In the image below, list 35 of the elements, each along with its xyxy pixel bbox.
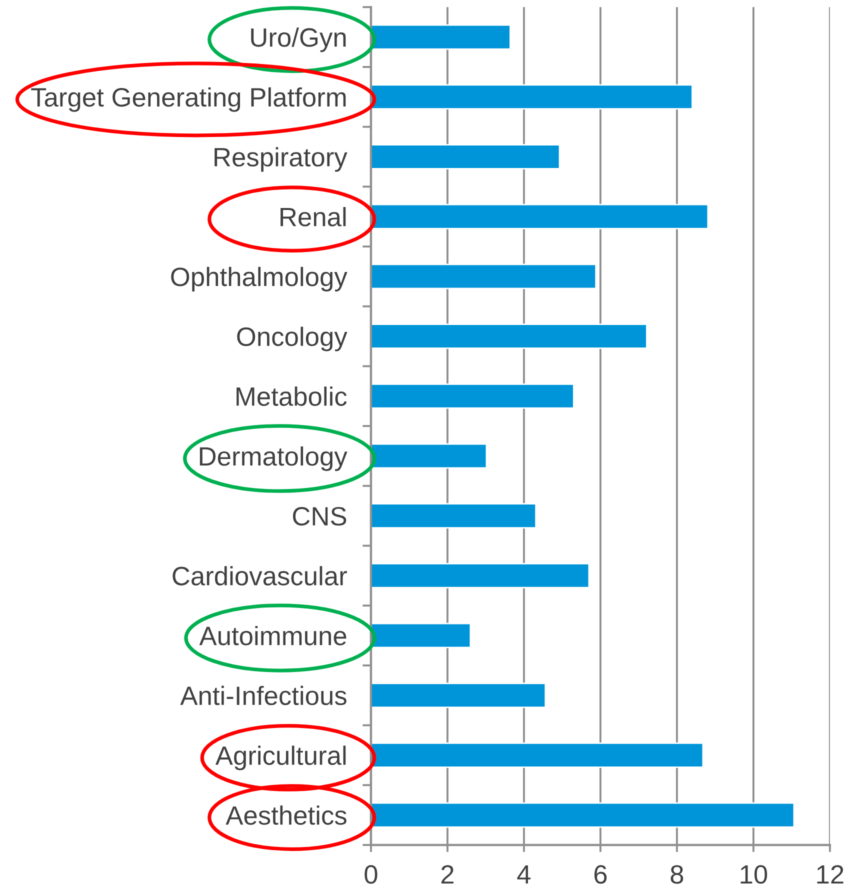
bar: [370, 204, 709, 230]
bar: [370, 264, 597, 290]
x-tick-label: 6: [594, 865, 607, 884]
bar: [370, 443, 488, 469]
bar: [370, 144, 560, 170]
bar: [370, 562, 590, 588]
bar: [370, 622, 472, 648]
y-tick-label: Metabolic: [236, 386, 347, 406]
y-tick-label: Aesthetics: [226, 805, 346, 825]
x-tick-label: 10: [740, 865, 768, 884]
y-tick-label: Uro/Gyn: [251, 27, 346, 52]
x-tick-label: 12: [817, 865, 844, 884]
bar: [370, 742, 704, 768]
bar: [370, 802, 795, 828]
bar: [370, 503, 537, 528]
bar: [370, 383, 574, 409]
x-tick-label: 4: [517, 865, 531, 884]
y-tick-label: Autoimmune: [199, 626, 346, 646]
y-tick-label: Dermatology: [200, 446, 348, 472]
bar: [370, 324, 648, 349]
y-tick-label: Oncology: [237, 326, 348, 352]
y-tick-label: Target Generating Platform: [31, 87, 346, 112]
y-tick-label: CNS: [292, 506, 346, 526]
x-tick-label: 8: [670, 865, 684, 884]
bar: [370, 84, 693, 110]
y-tick-label: Respiratory: [214, 147, 348, 172]
x-tick-label: 2: [441, 865, 454, 884]
y-tick-label: Agricultural: [215, 746, 346, 770]
x-tick-label: 0: [364, 865, 378, 884]
y-tick-label: Anti-Infectious: [180, 686, 346, 706]
bar: [370, 24, 511, 50]
y-tick-label: Renal: [280, 207, 346, 226]
y-tick-label: Cardiovascular: [172, 566, 347, 586]
bar: [370, 682, 546, 708]
y-tick-label: Ophthalmology: [171, 266, 348, 292]
